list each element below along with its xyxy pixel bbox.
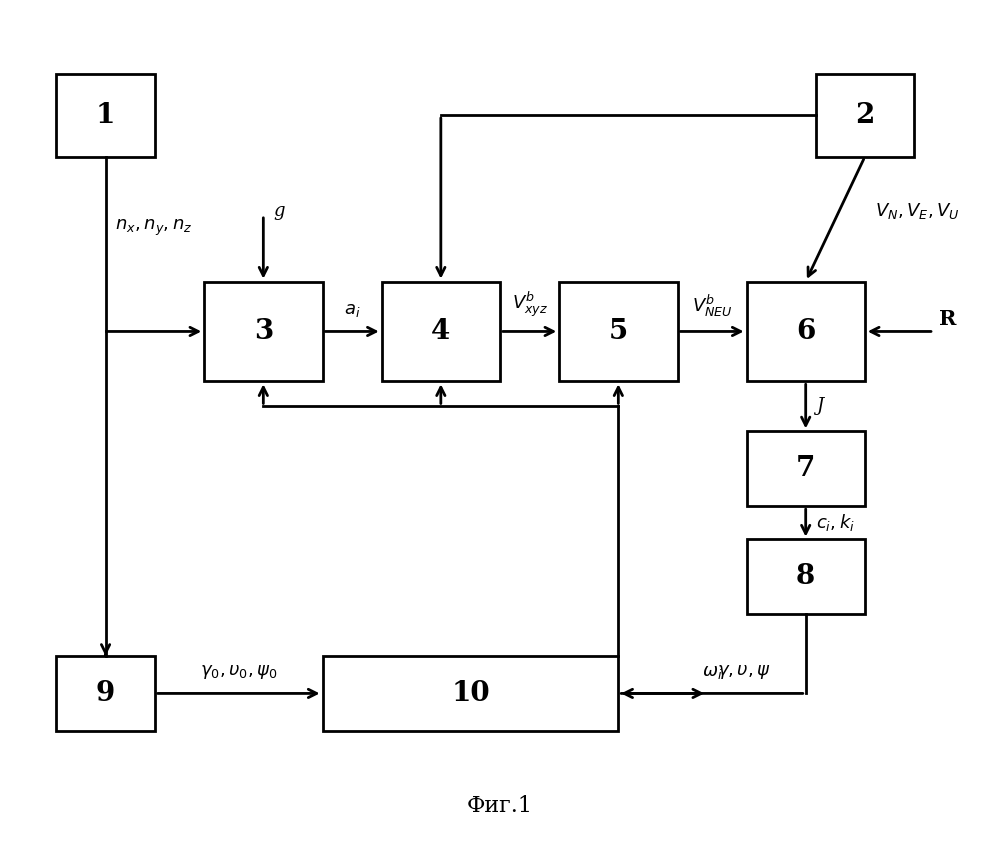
FancyBboxPatch shape [204,282,322,382]
Text: 7: 7 [796,455,815,482]
Text: g: g [273,202,285,220]
Text: 1: 1 [96,102,115,129]
Text: $n_x,n_y,n_z$: $n_x,n_y,n_z$ [115,217,193,238]
FancyBboxPatch shape [322,656,618,731]
FancyBboxPatch shape [559,282,678,382]
Text: $V_N,V_E,V_U$: $V_N,V_E,V_U$ [875,201,960,221]
Text: $\gamma_0,\upsilon_0,\psi_0$: $\gamma_0,\upsilon_0,\psi_0$ [200,663,277,681]
Text: Фиг.1: Фиг.1 [467,794,533,816]
Text: $\gamma,\upsilon,\psi$: $\gamma,\upsilon,\psi$ [717,663,771,681]
Text: 6: 6 [796,318,815,345]
Text: $a_i$: $a_i$ [344,301,360,319]
Text: R: R [939,309,956,329]
Text: $c_i, k_i$: $c_i, k_i$ [816,513,855,533]
FancyBboxPatch shape [56,74,155,157]
FancyBboxPatch shape [747,431,865,506]
Text: 8: 8 [796,563,815,591]
Text: J: J [816,398,823,415]
FancyBboxPatch shape [747,540,865,614]
Text: $V^b_{xyz}$: $V^b_{xyz}$ [512,289,548,319]
Text: 9: 9 [96,680,115,707]
FancyBboxPatch shape [56,656,155,731]
Text: 3: 3 [254,318,273,345]
FancyBboxPatch shape [382,282,500,382]
Text: $\omega_i$: $\omega_i$ [702,663,722,681]
FancyBboxPatch shape [747,282,865,382]
Text: 4: 4 [431,318,450,345]
Text: 2: 2 [855,102,875,129]
Text: $V^b_{NEU}$: $V^b_{NEU}$ [692,293,732,319]
Text: 10: 10 [451,680,490,707]
Text: 5: 5 [609,318,628,345]
FancyBboxPatch shape [816,74,914,157]
